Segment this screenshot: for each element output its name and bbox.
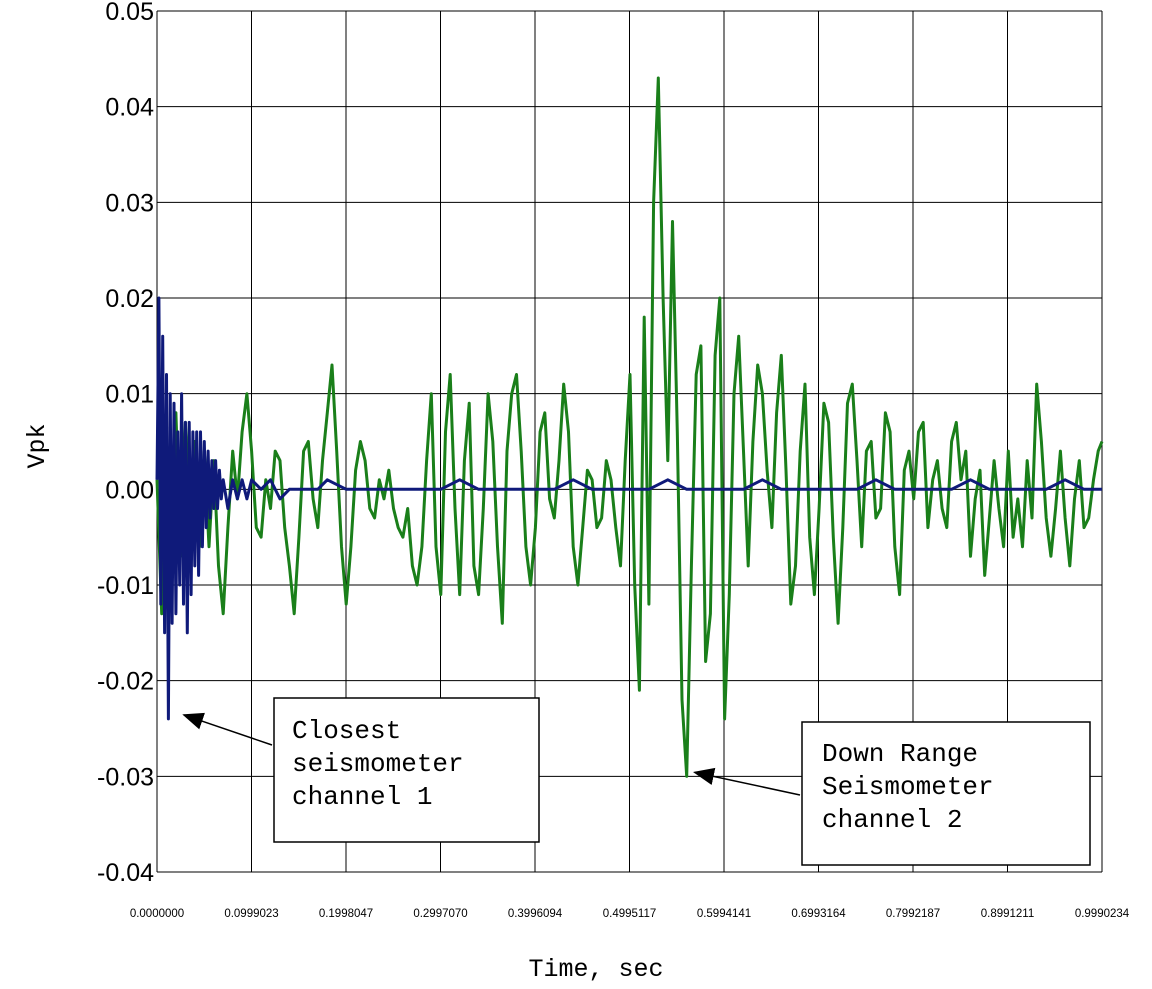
annotation-box (273, 697, 540, 843)
x-tick-label: 0.0000000 (130, 908, 184, 920)
annotation-arrow (693, 767, 801, 796)
series-line-channel-1 (155, 76, 1104, 778)
y-tick-label: 0.03 (105, 189, 154, 217)
annotation-box (801, 721, 1091, 866)
annotation-text-line: Down Range (822, 739, 978, 769)
series-line-channel-2 (155, 296, 1102, 721)
y-tick-label: -0.04 (97, 859, 154, 887)
x-tick-label: 0.8991211 (981, 908, 1035, 920)
x-tick-label: 0.6993164 (791, 908, 846, 920)
y-tick-labels: 0.05 0.04 0.03 0.02 0.01 0.00 -0.01 -0.02 -0.03 -… (97, 0, 154, 887)
y-tick-label: 0.05 (105, 0, 154, 26)
y-tick-label: -0.02 (97, 668, 154, 696)
y-tick-label: -0.01 (97, 572, 154, 600)
x-tick-labels: 0.0000000 0.0999023 0.1998047 0.2997070 0.39… (130, 908, 1130, 920)
x-tick-label: 0.2997070 (413, 908, 467, 920)
y-tick-label: 0.00 (105, 476, 154, 504)
x-tick-label: 0.0999023 (224, 908, 278, 920)
x-tick-label: 0.7992187 (886, 908, 940, 920)
series-layer (155, 76, 1104, 778)
annotation-text-line: channel 2 (822, 805, 962, 835)
annotation-text-line: Seismometer (822, 772, 994, 802)
x-tick-label: 0.1998047 (319, 908, 373, 920)
x-axis-label: Time, sec (528, 955, 663, 984)
y-tick-label: -0.03 (97, 763, 154, 791)
x-tick-label: 0.4995117 (603, 908, 657, 920)
y-tick-label: 0.02 (105, 285, 154, 313)
x-tick-label: 0.3996094 (508, 908, 563, 920)
annotation-text-line: seismometer (292, 749, 464, 779)
x-tick-label: 0.9990234 (1075, 908, 1130, 920)
annotation-arrow (182, 712, 273, 746)
annotation-text-line: channel 1 (292, 782, 432, 812)
annotation-text-line: Closest (292, 716, 401, 746)
x-tick-label: 0.5994141 (697, 908, 751, 920)
y-tick-label: 0.04 (105, 94, 154, 122)
y-tick-label: 0.01 (105, 381, 154, 409)
y-axis-label: Vpk (23, 423, 52, 468)
